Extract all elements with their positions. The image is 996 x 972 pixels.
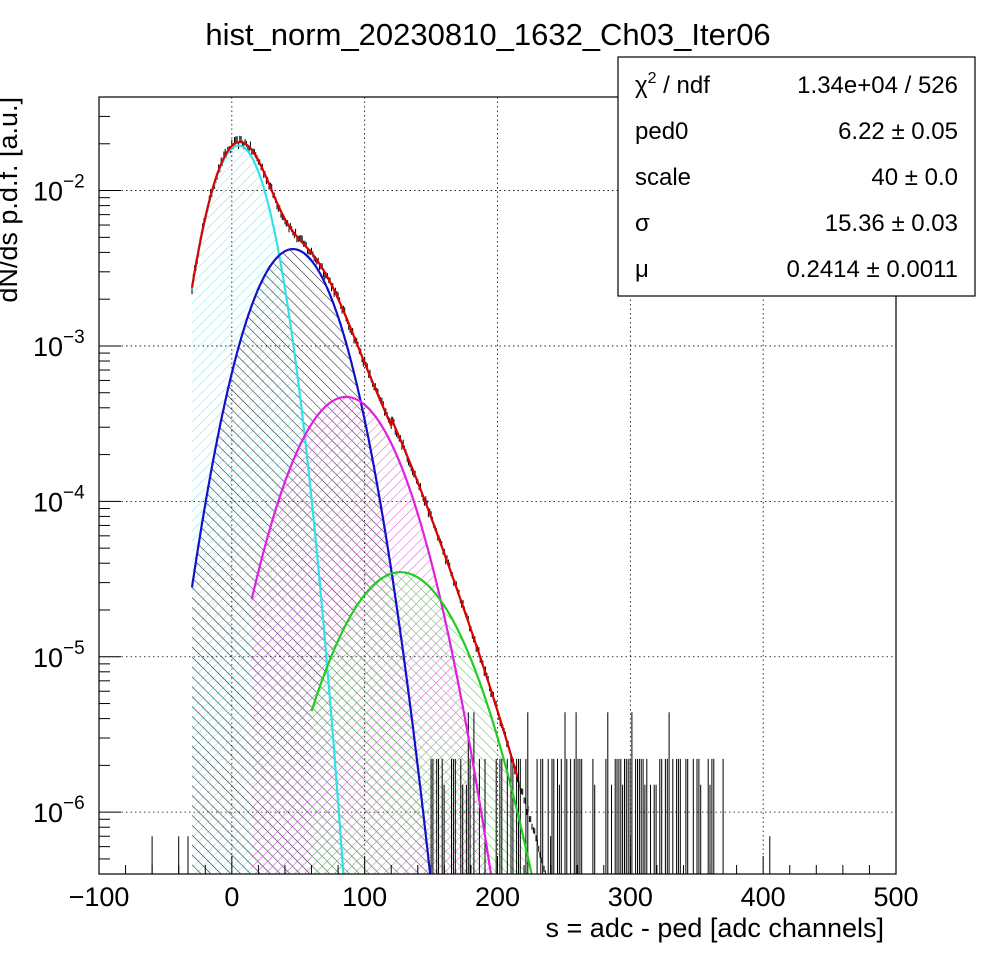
chart-title: hist_norm_20230810_1632_Ch03_Iter06: [205, 17, 770, 52]
x-axis-label: s = adc - ped [adc channels]: [546, 913, 884, 943]
x-tick-label: 300: [608, 882, 653, 912]
stat-value: 40 ± 0.0: [871, 164, 958, 191]
stat-label-sup: 2: [648, 70, 657, 87]
y-tick-label: 10−4: [33, 482, 85, 517]
x-tick-label: 400: [741, 882, 786, 912]
component-curve: [250, 395, 493, 874]
x-tick-label: 100: [342, 882, 387, 912]
stat-label: μ: [635, 256, 649, 283]
stat-label: σ: [635, 210, 650, 237]
y-tick-label: 10−5: [33, 638, 85, 673]
stat-value: 1.34e+04 / 526: [797, 72, 958, 99]
stat-label: χ2 / ndf: [635, 70, 710, 99]
axes: −100 0 100 200 300 400 500 10−2 10−3 10−4 10−5 10−6: [33, 96, 919, 912]
y-tick-label: 10−3: [33, 327, 85, 362]
y-tick-exponent: −3: [63, 327, 85, 348]
x-tick-label: 500: [873, 882, 918, 912]
fit-curves: [190, 141, 533, 874]
component-curve: [310, 571, 533, 874]
y-axis-label: dN/ds p.d.f. [a.u.]: [0, 97, 23, 303]
component-fill: [311, 572, 542, 874]
stat-value: 6.22 ± 0.05: [838, 118, 958, 145]
stat-value: 0.2414 ± 0.0011: [786, 256, 958, 283]
x-tick-label: 200: [475, 882, 520, 912]
stats-box: χ2 / ndf 1.34e+04 / 526 ped0 6.22 ± 0.05 sca…: [617, 56, 976, 297]
y-tick-label: 10−2: [33, 172, 85, 207]
component-curve: [190, 248, 432, 874]
stat-label-rest: / ndf: [657, 72, 711, 99]
component-fills: [192, 145, 542, 874]
y-tick-exponent: −6: [63, 793, 85, 814]
stat-label: ped0: [635, 118, 688, 145]
y-tick-label: 10−6: [33, 793, 85, 828]
x-tick-label: 0: [224, 882, 239, 912]
stats-box-frame: [617, 56, 976, 297]
total-fit-curve: [190, 141, 519, 777]
x-tick-label: −100: [69, 882, 130, 912]
y-tick-exponent: −5: [63, 638, 85, 659]
stat-label: scale: [635, 164, 691, 191]
y-tick-exponent: −4: [63, 482, 85, 503]
stat-value: 15.36 ± 0.03: [825, 210, 958, 237]
y-tick-exponent: −2: [63, 172, 85, 193]
